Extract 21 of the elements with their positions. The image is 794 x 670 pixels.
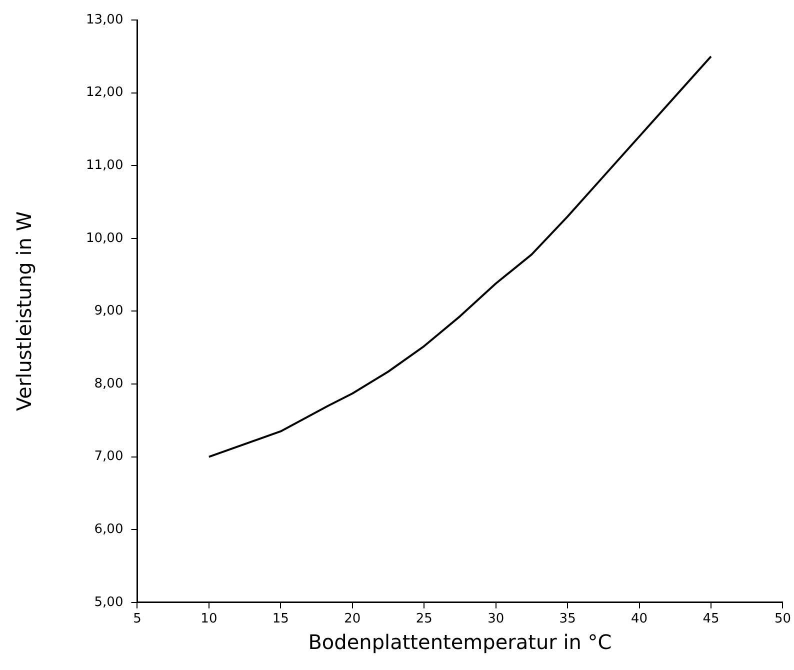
x-tick-label: 50 — [774, 612, 791, 627]
y-tick-label: 12,00 — [86, 85, 124, 100]
x-tick-label: 15 — [272, 612, 289, 627]
x-tick-label: 10 — [200, 612, 218, 627]
y-tick-label: 9,00 — [94, 304, 124, 319]
y-tick-label: 8,00 — [94, 376, 124, 392]
y-axis-title: Verlustleistung in W — [12, 211, 36, 412]
x-tick-label: 30 — [488, 612, 504, 627]
x-tick-label: 45 — [702, 612, 720, 627]
x-axis-title: Bodenplattentemperatur in °C — [308, 630, 612, 654]
x-tick-label: 35 — [559, 612, 576, 627]
y-tick-label: 6,00 — [94, 522, 124, 537]
y-tick-label: 5,00 — [94, 594, 124, 610]
y-tick-label: 13,00 — [86, 12, 124, 28]
x-tick-label: 20 — [344, 612, 361, 627]
y-tick-label: 10,00 — [86, 230, 124, 246]
y-tick-label: 11,00 — [86, 158, 124, 173]
y-tick-label: 7,00 — [94, 449, 124, 464]
x-tick-label: 25 — [416, 612, 432, 627]
x-tick-label: 40 — [631, 612, 648, 627]
x-tick-label: 5 — [133, 612, 142, 627]
